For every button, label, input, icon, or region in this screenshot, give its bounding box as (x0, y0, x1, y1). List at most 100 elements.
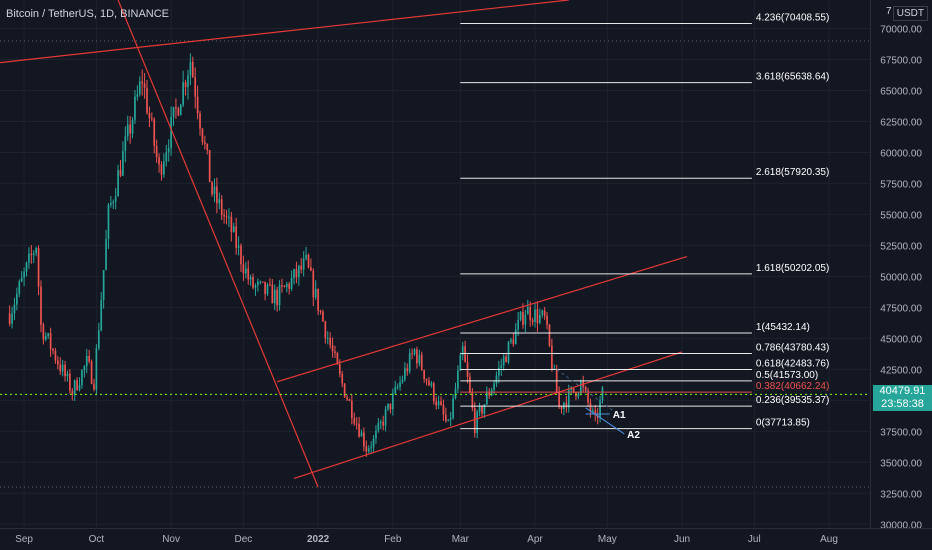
x-tick-label: Aug (820, 534, 838, 545)
candle-body (565, 402, 568, 408)
candle-body (490, 389, 493, 396)
candle-body (54, 350, 57, 361)
x-tick-label: Feb (384, 534, 402, 545)
y-tick-label: 32500.00 (880, 489, 922, 500)
candle-body (273, 289, 276, 304)
candle-body (83, 366, 86, 371)
candle-body (457, 370, 459, 389)
candle-body (293, 269, 295, 278)
candle-body (163, 161, 165, 175)
annotation-label-a2: A2 (627, 430, 640, 441)
candle-body (370, 447, 372, 449)
symbol-title[interactable]: Bitcoin / TetherUS, 1D, BINANCE (6, 8, 170, 20)
x-tick-label: Jul (748, 534, 761, 545)
candle-body (85, 355, 88, 367)
candle-body (143, 83, 146, 88)
candle-body (305, 254, 307, 259)
candle-body (285, 283, 288, 288)
candle-body (396, 386, 399, 388)
candle-body (522, 311, 524, 325)
candle-body (413, 349, 416, 355)
candle-body (78, 385, 81, 390)
candle-body (88, 355, 91, 362)
candle-body (134, 96, 136, 120)
candle-body (107, 204, 110, 239)
candle-body (59, 364, 62, 372)
x-tick-label: May (598, 534, 617, 545)
candle-body (71, 391, 74, 395)
y-tick-label: 35000.00 (880, 458, 922, 469)
candle-body (502, 356, 505, 366)
candle-body (317, 288, 319, 311)
candle-body (160, 164, 163, 175)
candle-body (353, 418, 356, 424)
y-tick-label: 37500.00 (880, 427, 922, 438)
candle-body (336, 353, 339, 365)
candle-body (452, 398, 454, 419)
candle-body (394, 386, 397, 394)
annotation-label-a1: A1 (613, 410, 626, 421)
candle-body (577, 393, 580, 397)
candle-body (56, 360, 59, 365)
candle-body (572, 388, 575, 393)
candle-body (319, 310, 322, 312)
candle-body (257, 281, 259, 286)
candle-body (498, 367, 500, 376)
candle-body (584, 386, 587, 391)
candle-body (346, 397, 348, 400)
candle-body (493, 383, 495, 390)
candle-body (408, 353, 411, 372)
candle-body (437, 401, 440, 406)
x-tick-label: Oct (89, 534, 105, 545)
candle-body (420, 354, 423, 371)
candle-body (69, 373, 71, 392)
candle-body (8, 313, 11, 324)
candle-body (314, 288, 317, 298)
candle-body (138, 81, 141, 95)
candle-body (189, 61, 192, 76)
candle-body (512, 339, 515, 345)
currency-selector[interactable]: USDT (892, 6, 928, 21)
candle-body (230, 216, 233, 232)
candle-body (126, 124, 129, 137)
candle-body (47, 333, 50, 336)
candle-body (37, 247, 40, 287)
candle-body (459, 355, 462, 371)
candle-body (266, 284, 269, 295)
candle-body (365, 446, 368, 452)
candle-body (418, 354, 421, 364)
candle-body (218, 199, 221, 204)
candle-body (375, 430, 377, 439)
candle-body (524, 314, 527, 325)
candle-body (307, 254, 310, 268)
candle-body (377, 422, 380, 431)
candle-body (52, 349, 54, 351)
annotation-dashed-line (556, 368, 625, 420)
candle-body (367, 448, 370, 452)
candle-body (324, 321, 327, 339)
candle-body (601, 387, 604, 401)
current-price-badge: 40479.91 23:58:38 (873, 385, 932, 411)
candle-body (505, 356, 507, 363)
y-tick-label: 55000.00 (880, 210, 922, 221)
candle-body (442, 404, 445, 415)
y-tick-label: 67500.00 (880, 55, 922, 66)
candle-body (20, 277, 23, 282)
candle-body (228, 216, 230, 218)
candle-body (430, 383, 433, 386)
fib-level-label: 1(45432.14) (756, 322, 810, 333)
candle-body (329, 337, 332, 346)
y-tick-label: 42500.00 (880, 365, 922, 376)
candle-body (172, 107, 175, 117)
candle-body (548, 324, 551, 346)
candle-body (42, 324, 45, 340)
candle-body (473, 408, 476, 433)
candle-body (124, 136, 127, 152)
candle-body (387, 403, 389, 410)
candle-body (269, 284, 271, 286)
y-tick-label: 52500.00 (880, 241, 922, 252)
candle-body (358, 423, 360, 437)
candle-body (208, 149, 211, 183)
